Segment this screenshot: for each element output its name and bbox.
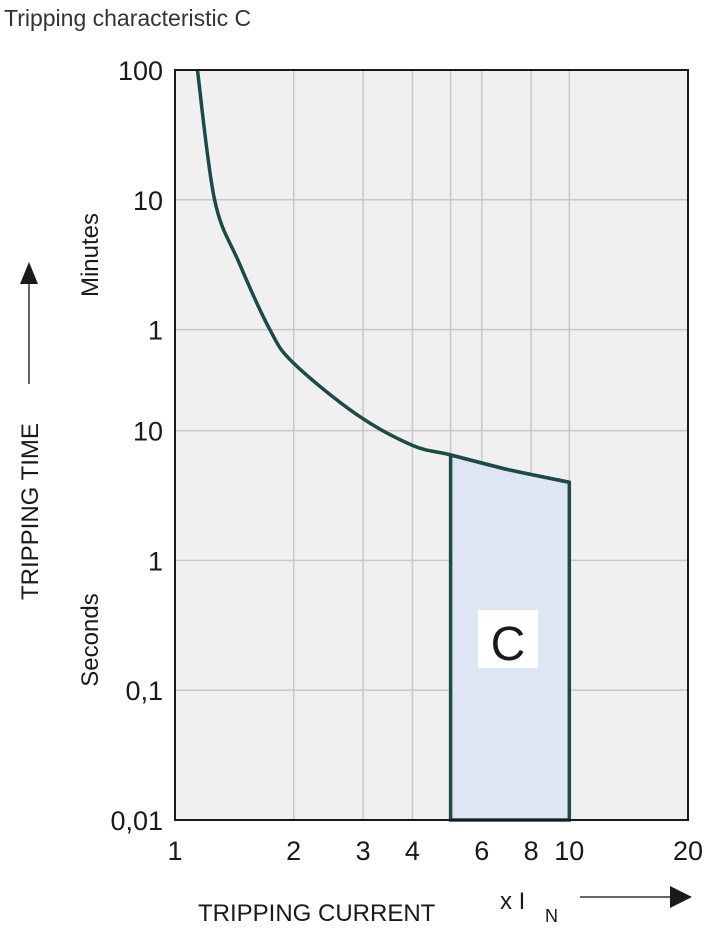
x-tick-label: 6 — [474, 836, 489, 866]
x-arrow-icon — [670, 886, 692, 908]
x-tick-label: 3 — [356, 836, 371, 866]
x-tick-labels: 1 2 3 4 6 8 10 20 — [167, 836, 703, 866]
seconds-label: Seconds — [77, 593, 104, 686]
x-tick-label: 1 — [167, 836, 182, 866]
plot-frame — [174, 69, 689, 821]
chart-title: Tripping characteristic C — [4, 5, 251, 31]
x-axis-label: TRIPPING CURRENT — [198, 900, 436, 927]
y-tick-labels: 100 10 1 10 1 0,1 0,01 — [110, 56, 163, 836]
y-axis-label: TRIPPING TIME — [17, 423, 44, 600]
y-tick-label: 0,01 — [110, 806, 163, 836]
y-tick-label: 100 — [118, 56, 163, 86]
x-tick-label: 4 — [405, 836, 420, 866]
x-tick-label: 20 — [673, 836, 703, 866]
x-tick-label: 2 — [286, 836, 301, 866]
y-tick-label: 10 — [133, 186, 163, 216]
x-unit-prefix: x I — [500, 888, 525, 915]
band-label: C — [491, 618, 526, 671]
plot-area — [175, 70, 688, 820]
x-unit-subscript: N — [545, 906, 558, 926]
grid — [175, 70, 688, 820]
y-tick-label: 1 — [148, 316, 163, 346]
x-tick-label: 8 — [524, 836, 539, 866]
y-tick-label: 10 — [133, 417, 163, 447]
band-label-box — [478, 610, 538, 668]
y-arrow-icon — [20, 262, 38, 284]
x-tick-label: 10 — [554, 836, 584, 866]
y-tick-label: 0,1 — [125, 676, 163, 706]
tripping-curve — [195, 69, 570, 484]
y-tick-label: 1 — [148, 546, 163, 576]
minutes-label: Minutes — [77, 213, 104, 297]
